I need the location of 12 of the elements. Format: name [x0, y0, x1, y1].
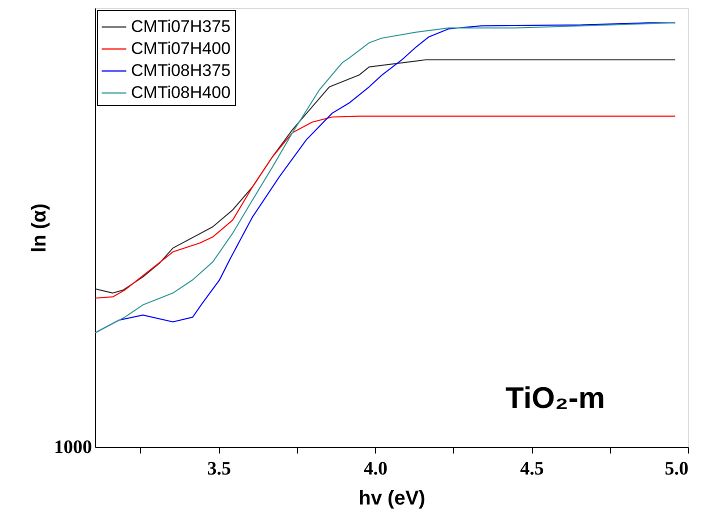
legend-label: CMTi08H400	[131, 83, 231, 102]
legend-label: CMTi07H375	[131, 17, 231, 36]
x-tick-label: 4.0	[364, 458, 388, 480]
text: 1000	[54, 437, 92, 458]
legend-label: CMTi07H400	[131, 39, 231, 58]
y-axis-title: ln (α)	[28, 204, 50, 252]
x-tick-label: 5.0	[664, 458, 688, 480]
x-tick-label: 4.5	[520, 458, 544, 480]
x-tick-label: 3.5	[207, 458, 231, 480]
x-axis-title: hv (eV)	[358, 488, 426, 510]
legend-label: CMTi08H375	[131, 61, 231, 80]
annotation: TiO₂-m	[506, 382, 605, 415]
